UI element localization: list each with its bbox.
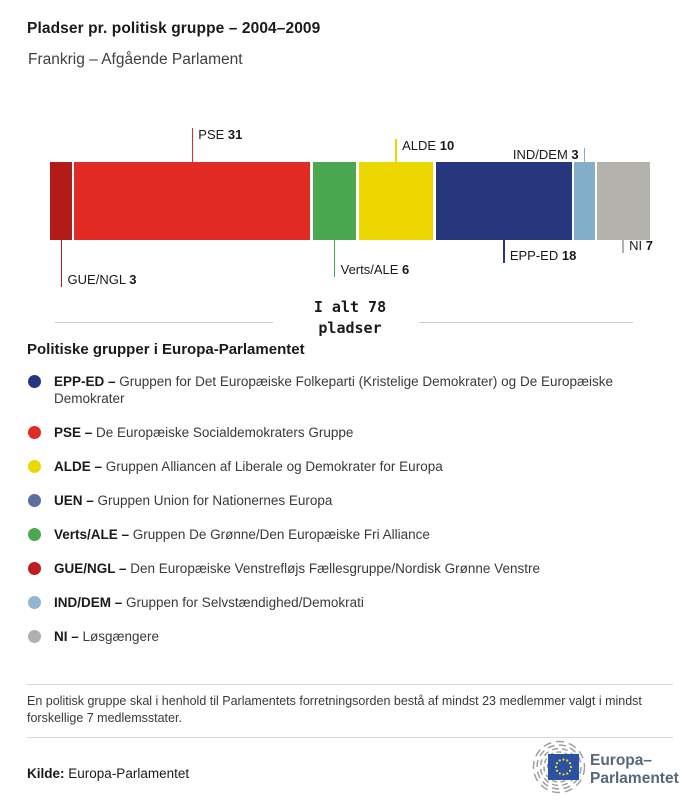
source-value: Europa-Parlamentet: [68, 766, 190, 781]
bar-segment-gap: [433, 162, 436, 240]
uen-dot-icon: [28, 494, 41, 507]
bar-segment-gap: [71, 162, 75, 240]
legend-item-verts-ale: Verts/ALE – Gruppen De Grønne/Den Europæ…: [27, 526, 639, 543]
total-seats-line1: I alt 78: [313, 298, 387, 316]
callout-tick-alde: [395, 139, 397, 162]
europarl-logo: Europa– Parlamentet: [532, 740, 679, 794]
callout-tick-gue-ngl: [60, 240, 63, 287]
ind-dem-dot-icon: [28, 596, 41, 609]
legend-item-text: ALDE – Gruppen Alliancen af Liberale og …: [54, 459, 443, 474]
logo-text-line2: Parlamentet: [590, 770, 679, 787]
legend-item-text: Verts/ALE – Gruppen De Grønne/Den Europæ…: [54, 527, 430, 542]
callout-tick-verts-ale: [333, 240, 336, 277]
callout-tick-pse: [191, 128, 194, 162]
legend-item-ind-dem: IND/DEM – Gruppen for Selvstændighed/Dem…: [27, 594, 639, 611]
bar-segment-epp-ed: [434, 162, 574, 240]
legend-item-uen: UEN – Gruppen Union for Nationernes Euro…: [27, 492, 639, 509]
callout-tick-epp-ed: [503, 240, 505, 263]
legend-item-text: GUE/NGL – Den Europæiske Venstrefløjs Fæ…: [54, 561, 540, 576]
total-seats-label: I alt 78 pladser: [250, 297, 450, 339]
legend-item-text: PSE – De Europæiske Socialdemokraters Gr…: [54, 425, 354, 440]
footnote-divider-top: [27, 684, 673, 685]
total-seats-line2: pladser: [318, 319, 382, 337]
legend-item-text: UEN – Gruppen Union for Nationernes Euro…: [54, 493, 333, 508]
bar-segment-pse: [73, 162, 312, 240]
legend-item-text: IND/DEM – Gruppen for Selvstændighed/Dem…: [54, 595, 364, 610]
page-title: Pladser pr. politisk gruppe – 2004–2009: [27, 20, 321, 37]
bar-segment-gap: [594, 162, 598, 240]
epp-ed-dot-icon: [28, 375, 41, 388]
callout-label-ind-dem: IND/DEM 3: [512, 147, 579, 162]
legend-item-epp-ed: EPP-ED – Gruppen for Det Europæiske Folk…: [27, 373, 639, 407]
bar-segment-verts-ale: [311, 162, 358, 240]
bar-segment-ind-dem: [573, 162, 597, 240]
footnote-text: En politisk gruppe skal i henhold til Pa…: [27, 694, 642, 725]
logo-text-line1: Europa–: [590, 752, 652, 769]
source-line: Kilde: Europa-Parlamentet: [27, 766, 189, 781]
footnote-divider-bottom: [27, 737, 673, 738]
legend-heading: Politiske grupper i Europa-Parlamentet: [27, 341, 305, 358]
callout-label-ni: NI 7: [629, 238, 653, 253]
callout-label-pse: PSE 31: [198, 127, 243, 142]
alde-dot-icon: [28, 460, 41, 473]
legend-item-text: NI – Løsgængere: [54, 629, 160, 644]
bar-segment-gap: [571, 162, 575, 240]
callout-label-epp-ed: EPP-ED 18: [509, 248, 577, 263]
bar-segment-ni: [596, 162, 650, 240]
stacked-bar: [50, 162, 650, 240]
legend-item-ni: NI – Løsgængere: [27, 628, 639, 645]
pse-dot-icon: [28, 426, 41, 439]
callout-label-gue-ngl: GUE/NGL 3: [67, 272, 137, 287]
callout-tick-ind-dem: [583, 148, 586, 162]
total-divider-right: [419, 322, 633, 323]
verts-ale-dot-icon: [28, 528, 41, 541]
legend-item-gue-ngl: GUE/NGL – Den Europæiske Venstrefløjs Fæ…: [27, 560, 639, 577]
eu-flag-icon: [548, 754, 579, 780]
legend-item-alde: ALDE – Gruppen Alliancen af Liberale og …: [27, 458, 639, 475]
callout-tick-ni: [622, 240, 624, 253]
gue-ngl-dot-icon: [28, 562, 41, 575]
bar-segment-gap: [356, 162, 359, 240]
legend-item-pse: PSE – De Europæiske Socialdemokraters Gr…: [27, 424, 639, 441]
legend-item-text: EPP-ED – Gruppen for Det Europæiske Folk…: [54, 374, 613, 406]
bar-segment-gap: [310, 162, 313, 240]
source-label: Kilde:: [27, 766, 65, 781]
page-subtitle: Frankrig – Afgående Parlament: [28, 51, 243, 68]
legend-list: EPP-ED – Gruppen for Det Europæiske Folk…: [27, 373, 639, 662]
bar-segment-alde: [357, 162, 435, 240]
total-divider-left: [55, 322, 273, 323]
callout-label-verts-ale: Verts/ALE 6: [340, 262, 410, 277]
callout-label-alde: ALDE 10: [402, 138, 455, 153]
bar-segment-gue-ngl: [50, 162, 74, 240]
ni-dot-icon: [28, 630, 41, 643]
